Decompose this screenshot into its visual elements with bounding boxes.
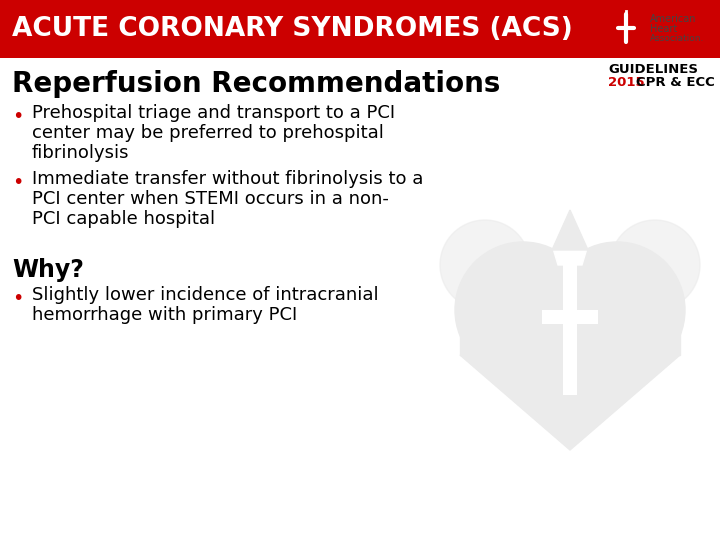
Circle shape (549, 242, 685, 378)
Text: Why?: Why? (12, 258, 84, 282)
Text: Association.: Association. (650, 34, 704, 43)
FancyBboxPatch shape (563, 265, 577, 395)
Text: Heart: Heart (650, 24, 678, 34)
Polygon shape (552, 210, 588, 250)
Text: PCI center when STEMI occurs in a non-: PCI center when STEMI occurs in a non- (32, 190, 389, 208)
Text: •: • (12, 107, 23, 126)
Text: center may be preferred to prehospital: center may be preferred to prehospital (32, 124, 384, 142)
Circle shape (455, 242, 591, 378)
Text: CPR & ECC: CPR & ECC (636, 76, 715, 89)
Text: ACUTE CORONARY SYNDROMES (ACS): ACUTE CORONARY SYNDROMES (ACS) (12, 16, 572, 42)
FancyBboxPatch shape (542, 310, 598, 324)
Text: •: • (12, 173, 23, 192)
FancyBboxPatch shape (608, 54, 715, 58)
Text: Prehospital triage and transport to a PCI: Prehospital triage and transport to a PC… (32, 104, 395, 122)
Text: American: American (650, 14, 696, 24)
Text: Immediate transfer without fibrinolysis to a: Immediate transfer without fibrinolysis … (32, 170, 423, 188)
Text: •: • (12, 289, 23, 308)
Circle shape (440, 220, 530, 310)
Circle shape (607, 9, 645, 47)
Text: GUIDELINES: GUIDELINES (608, 63, 698, 76)
Text: Reperfusion Recommendations: Reperfusion Recommendations (12, 70, 500, 98)
Text: fibrinolysis: fibrinolysis (32, 144, 130, 162)
Polygon shape (460, 355, 680, 450)
Circle shape (610, 220, 700, 310)
Polygon shape (460, 310, 680, 355)
Polygon shape (552, 245, 588, 265)
Text: hemorrhage with primary PCI: hemorrhage with primary PCI (32, 306, 297, 324)
Text: PCI capable hospital: PCI capable hospital (32, 210, 215, 228)
FancyBboxPatch shape (0, 0, 720, 58)
Text: Slightly lower incidence of intracranial: Slightly lower incidence of intracranial (32, 286, 379, 304)
Text: 2015: 2015 (608, 76, 644, 89)
